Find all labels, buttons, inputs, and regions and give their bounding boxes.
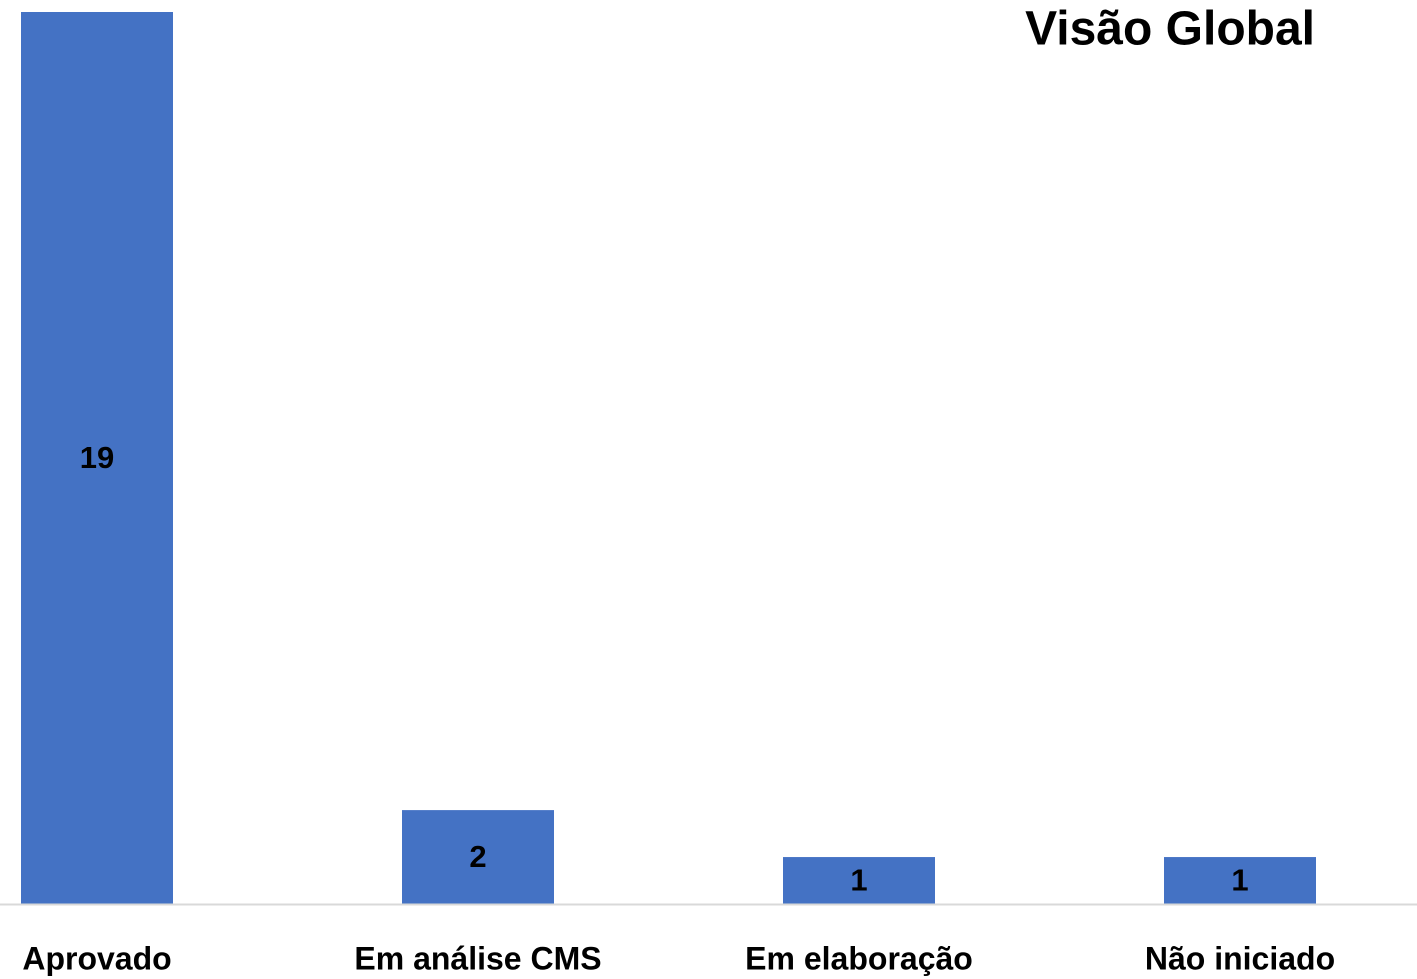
x-tick-label: Não iniciado [1145, 940, 1335, 976]
value-label: 1 [850, 863, 867, 898]
value-label: 19 [80, 440, 114, 475]
x-tick-label: Em elaboração [745, 940, 973, 976]
chart-title: Visão Global [1025, 3, 1315, 56]
x-tick-label: Aprovado [22, 940, 171, 976]
bar [1164, 857, 1316, 904]
bar [783, 857, 935, 904]
value-label: 2 [469, 839, 486, 874]
bar [21, 12, 173, 904]
value-label: 1 [1231, 863, 1248, 898]
bar [402, 810, 554, 904]
x-tick-label: Em análise CMS [354, 940, 601, 976]
